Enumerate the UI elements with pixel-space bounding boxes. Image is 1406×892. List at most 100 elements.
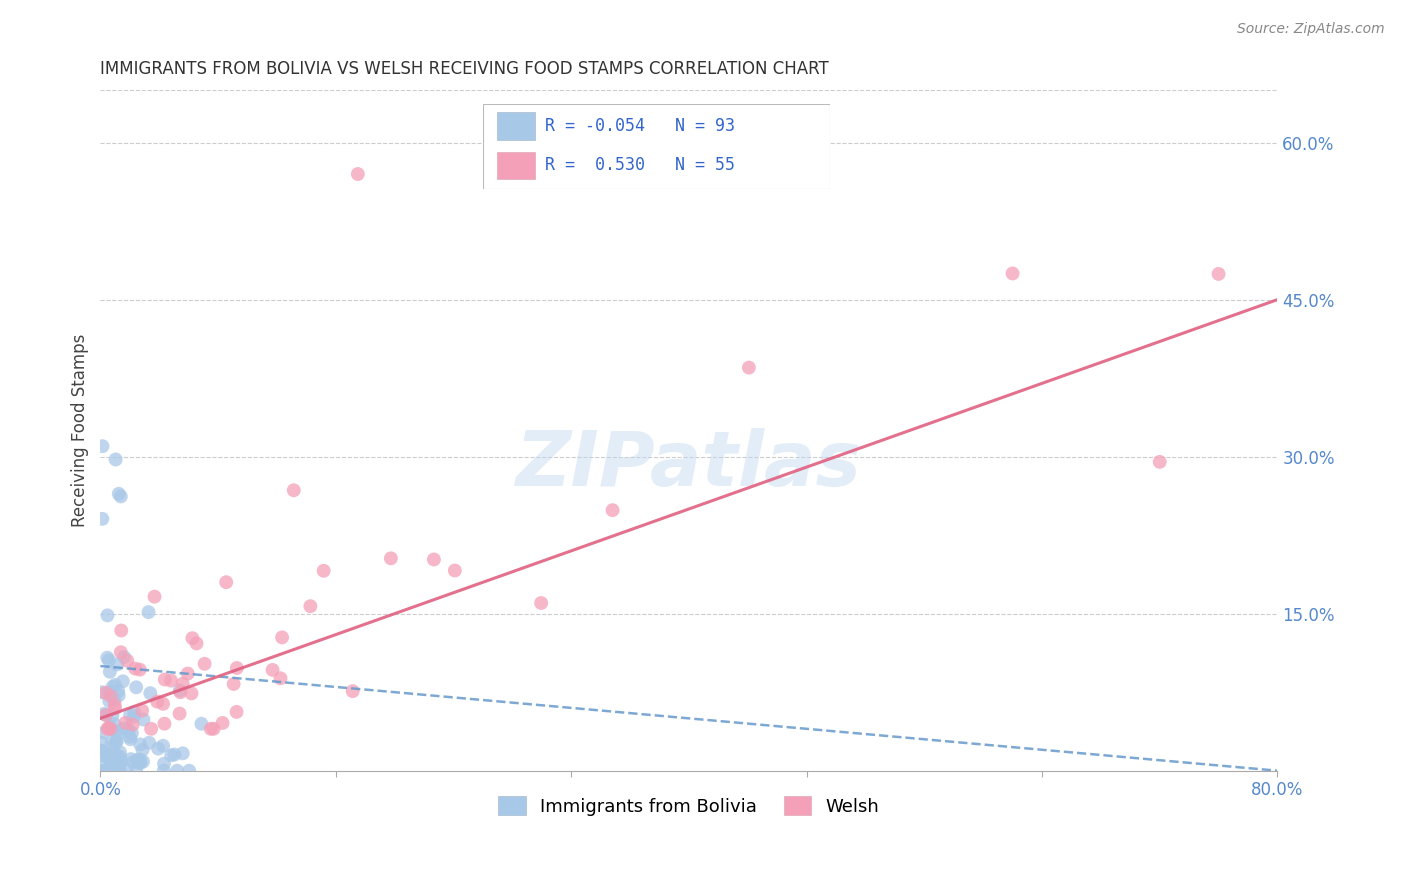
Point xyxy=(104,764,127,778)
Point xyxy=(127,753,149,767)
Point xyxy=(93,706,115,721)
Point xyxy=(169,706,191,721)
Point xyxy=(163,747,186,762)
Point xyxy=(172,747,194,761)
Point xyxy=(104,698,127,712)
Point xyxy=(93,749,115,764)
Text: Source: ZipAtlas.com: Source: ZipAtlas.com xyxy=(1237,22,1385,37)
Point xyxy=(96,650,118,665)
Legend: Immigrants from Bolivia, Welsh: Immigrants from Bolivia, Welsh xyxy=(491,789,886,823)
Point xyxy=(738,360,761,375)
Point xyxy=(90,736,112,750)
Point xyxy=(101,755,124,769)
Point xyxy=(172,677,194,691)
Point xyxy=(105,758,128,772)
Point xyxy=(100,760,122,774)
Point xyxy=(129,756,152,770)
Point xyxy=(91,512,114,526)
Point xyxy=(104,452,127,467)
Point xyxy=(380,551,402,566)
Point xyxy=(90,743,112,757)
Point xyxy=(118,730,141,744)
Point xyxy=(215,575,238,590)
Point xyxy=(105,657,128,672)
Point xyxy=(347,167,370,181)
Point xyxy=(101,708,124,723)
Point xyxy=(146,741,169,756)
Point xyxy=(299,599,322,614)
Point xyxy=(423,552,446,566)
Point xyxy=(225,661,247,675)
Point xyxy=(105,734,128,748)
Point xyxy=(160,748,183,763)
Text: ZIPatlas: ZIPatlas xyxy=(516,427,862,501)
Point xyxy=(108,758,131,772)
Point xyxy=(139,686,162,700)
Point xyxy=(124,662,146,676)
Point xyxy=(105,724,128,739)
Point xyxy=(283,483,305,498)
Point xyxy=(211,716,233,731)
Point xyxy=(222,677,245,691)
Point xyxy=(110,754,132,768)
Point xyxy=(94,747,117,762)
Point xyxy=(91,764,114,778)
Point xyxy=(105,748,128,763)
Point xyxy=(90,760,112,774)
Point xyxy=(108,764,131,778)
Point xyxy=(312,564,335,578)
Point xyxy=(96,748,118,763)
Point xyxy=(94,686,117,700)
Point xyxy=(143,590,166,604)
Point xyxy=(160,673,183,688)
Point xyxy=(128,756,150,770)
Text: IMMIGRANTS FROM BOLIVIA VS WELSH RECEIVING FOOD STAMPS CORRELATION CHART: IMMIGRANTS FROM BOLIVIA VS WELSH RECEIVI… xyxy=(100,60,830,78)
Point xyxy=(128,753,150,767)
Point xyxy=(530,596,553,610)
Point xyxy=(104,678,127,692)
Point xyxy=(108,745,131,759)
Point xyxy=(153,764,176,778)
Point xyxy=(121,726,143,740)
Point xyxy=(98,720,121,734)
Point xyxy=(131,704,153,718)
Point xyxy=(103,717,125,731)
Point xyxy=(122,756,145,770)
Point xyxy=(342,684,364,698)
Point xyxy=(153,673,176,687)
Point xyxy=(271,631,294,645)
Point xyxy=(177,666,200,681)
Point xyxy=(107,684,129,698)
Point xyxy=(97,747,120,761)
Point xyxy=(120,708,142,723)
Point xyxy=(115,764,138,778)
Point xyxy=(98,722,121,736)
Point xyxy=(101,680,124,694)
Point xyxy=(128,663,150,677)
Point xyxy=(114,715,136,730)
Point xyxy=(101,756,124,770)
Point xyxy=(152,697,174,711)
Point xyxy=(96,708,118,723)
Point xyxy=(121,717,143,731)
Point xyxy=(1001,267,1024,281)
Point xyxy=(118,723,141,737)
Point xyxy=(146,695,169,709)
Point xyxy=(107,728,129,742)
Point xyxy=(125,764,148,778)
Point xyxy=(122,709,145,723)
Point xyxy=(225,705,247,719)
Point xyxy=(269,671,291,685)
Point xyxy=(105,756,128,770)
Point xyxy=(132,713,155,727)
Point xyxy=(131,743,153,757)
Point xyxy=(101,723,124,737)
Point xyxy=(97,653,120,667)
Point xyxy=(103,693,125,707)
Point xyxy=(138,736,160,750)
Point xyxy=(105,754,128,768)
Point xyxy=(114,722,136,736)
Point xyxy=(91,439,114,453)
Point xyxy=(186,636,208,650)
Point xyxy=(110,645,132,659)
